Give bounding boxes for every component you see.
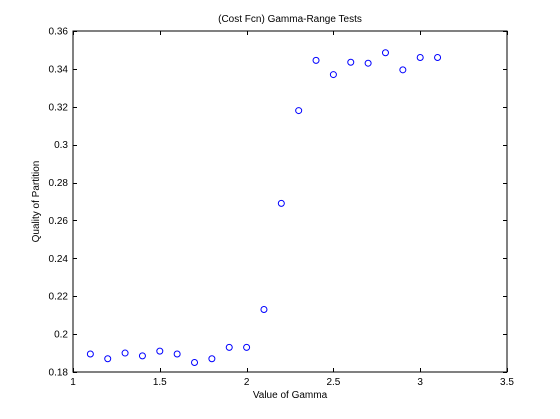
data-point [277,199,285,207]
data-points [86,49,442,367]
data-point [347,58,355,66]
data-point [329,71,337,79]
x-tick-label: 1.5 [153,377,167,388]
chart-title: (Cost Fcn) Gamma-Range Tests [218,14,362,25]
y-tick-label: 0.28 [49,178,69,189]
x-tick-label: 3 [417,377,423,388]
data-point [191,359,199,367]
data-point [381,49,389,57]
data-point [364,59,372,67]
data-point [260,305,268,313]
data-point [312,56,320,64]
data-point [156,347,164,355]
data-point [434,54,442,62]
x-tick-label: 2 [244,377,250,388]
x-axis-title: Value of Gamma [253,390,328,401]
x-tick-label: 2.5 [326,377,340,388]
data-point [208,355,216,363]
y-tick-label: 0.22 [49,292,69,303]
data-point [295,107,303,115]
axis-ticks: 1 1.5 2 2.5 3 3.5 0.18 0.2 0.22 0.24 0.26 0.28 0.3 0.… [49,27,515,389]
y-tick-label: 0.26 [49,216,69,227]
y-tick-label: 0.2 [54,330,68,341]
x-tick-label: 3.5 [500,377,514,388]
data-point [225,343,233,351]
data-point [121,349,129,357]
x-tick-label: 1 [70,377,76,388]
data-point [138,352,146,360]
data-point [86,350,94,358]
data-point [243,343,251,351]
y-tick-label: 0.3 [54,140,68,151]
y-tick-label: 0.18 [49,368,69,379]
plot-area [72,30,508,373]
y-axis-title: Quality of Partition [31,161,42,243]
data-point [104,355,112,363]
y-tick-label: 0.36 [49,27,69,38]
y-tick-label: 0.24 [49,254,69,265]
data-point [399,66,407,74]
y-tick-label: 0.34 [49,64,69,75]
y-tick-label: 0.32 [49,102,69,113]
data-point [173,350,181,358]
data-point [416,54,424,62]
